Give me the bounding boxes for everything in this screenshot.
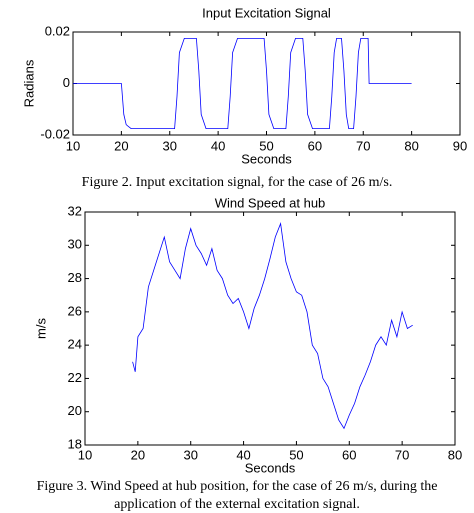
y-axis-label: Radians (21, 59, 36, 107)
x-tick-label: 20 (131, 447, 145, 462)
chart-title: Wind Speed at hub (215, 195, 326, 210)
x-tick-label: 60 (342, 447, 356, 462)
y-tick-label: 22 (68, 370, 82, 385)
x-tick-label: 60 (308, 138, 322, 153)
x-tick-label: 50 (259, 138, 273, 153)
data-line (73, 38, 412, 130)
x-tick-label: 30 (163, 138, 177, 153)
chart-title: Input Excitation Signal (202, 5, 331, 20)
x-tick-label: 70 (356, 138, 370, 153)
y-tick-label: 0.02 (45, 23, 70, 38)
x-axis-label: Seconds (245, 460, 296, 475)
x-tick-label: 40 (236, 447, 250, 462)
x-tick-label: 80 (404, 138, 418, 153)
y-tick-label: 18 (68, 436, 82, 451)
figure-caption: Figure 2. Input excitation signal, for t… (82, 175, 393, 190)
x-axis-label: Seconds (241, 151, 292, 166)
y-tick-label: 20 (68, 403, 82, 418)
y-axis-label: m/s (33, 318, 48, 339)
data-line (132, 222, 413, 430)
y-tick-label: 28 (68, 270, 82, 285)
x-tick-label: 40 (211, 138, 225, 153)
y-tick-label: 24 (68, 337, 82, 352)
x-tick-label: 10 (78, 447, 92, 462)
plot-frame (84, 211, 456, 446)
figure-caption: Figure 3. Wind Speed at hub position, fo… (37, 479, 438, 494)
x-tick-label: 30 (183, 447, 197, 462)
x-tick-label: 80 (448, 447, 462, 462)
x-tick-label: 20 (114, 138, 128, 153)
y-tick-label: -0.02 (40, 126, 70, 141)
y-tick-label: 26 (68, 303, 82, 318)
y-tick-label: 0 (63, 75, 70, 90)
x-tick-label: 10 (66, 138, 80, 153)
x-tick-label: 50 (289, 447, 303, 462)
x-tick-label: 70 (395, 447, 409, 462)
y-tick-label: 32 (68, 203, 82, 218)
y-tick-label: 30 (68, 237, 82, 252)
x-tick-label: 90 (453, 138, 467, 153)
figure-caption: application of the external excitation s… (114, 497, 360, 512)
